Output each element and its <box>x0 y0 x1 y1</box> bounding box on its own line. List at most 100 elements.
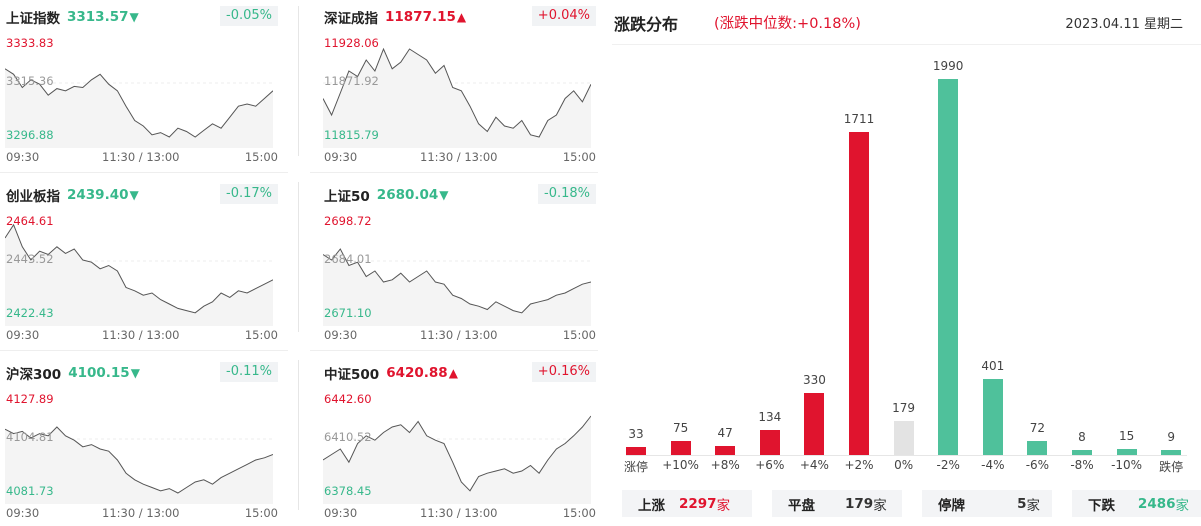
bar-value-label: 401 <box>981 359 1005 374</box>
divider <box>0 172 288 173</box>
time-axis: 09:30 11:30 / 13:00 15:00 <box>324 506 596 520</box>
time-start-label: 09:30 <box>324 506 358 520</box>
bar-category-label: +2% <box>844 458 874 472</box>
axis-high-label: 2464.61 <box>6 214 54 228</box>
change-badge: -0.18% <box>538 184 596 204</box>
intraday-line-chart <box>323 216 591 326</box>
bar-value-label: 33 <box>628 427 644 442</box>
index-value: 4100.15 <box>68 365 130 381</box>
axis-low-label: 11815.79 <box>324 128 379 142</box>
distribution-bar[interactable] <box>1027 441 1048 455</box>
distribution-bar[interactable] <box>982 379 1003 455</box>
axis-mid-label: 2684.01 <box>324 252 372 266</box>
distribution-bar[interactable] <box>938 79 959 455</box>
trade-date: 2023.04.11 星期二 <box>1065 17 1183 32</box>
time-start-label: 09:30 <box>6 328 40 342</box>
stat-label: 下跌 <box>1088 497 1115 514</box>
arrow-down-icon: ▼ <box>129 188 139 202</box>
bar-value-label: 134 <box>758 409 782 424</box>
time-mid-label: 11:30 / 13:00 <box>102 328 180 342</box>
change-badge: -0.17% <box>220 184 278 204</box>
index-panel[interactable]: 创业板指 2439.40 ▼ -0.17% 2464.61 2443.52 2422.43 0… <box>0 178 288 348</box>
price-area <box>323 49 591 148</box>
distribution-bar[interactable] <box>670 440 691 455</box>
stat-value: 5 <box>1017 495 1027 512</box>
stat-label: 平盘 <box>788 497 815 514</box>
index-value: 6420.88 <box>386 365 448 381</box>
time-start-label: 09:30 <box>324 328 358 342</box>
price-area <box>5 224 273 326</box>
bar-value-label: 1990 <box>932 59 964 73</box>
axis-mid-label: 11871.92 <box>324 74 379 88</box>
axis-high-label: 3333.83 <box>6 36 54 50</box>
stat-label: 上涨 <box>638 497 665 514</box>
time-end-label: 15:00 <box>244 150 278 164</box>
time-axis: 09:30 11:30 / 13:00 15:00 <box>324 150 596 164</box>
price-area <box>323 416 591 504</box>
index-header: 深证成指 11877.15 ▲ <box>324 7 466 27</box>
distribution-bar-chart: 33 涨停 75 +10% 47 +8% 134 +6% 330 +4% 1711 +2% 179 0% 1… <box>612 59 1201 474</box>
distribution-bar[interactable] <box>804 392 825 455</box>
intraday-line-chart <box>323 38 591 148</box>
axis-mid-label: 2443.52 <box>6 252 54 266</box>
bar-value-label: 9 <box>1167 429 1175 444</box>
distribution-bar[interactable] <box>626 447 646 455</box>
change-badge: -0.05% <box>220 6 278 26</box>
time-start-label: 09:30 <box>6 506 40 520</box>
price-line <box>323 248 591 314</box>
time-mid-label: 11:30 / 13:00 <box>420 150 498 164</box>
price-line <box>323 415 591 492</box>
time-mid-label: 11:30 / 13:00 <box>420 328 498 342</box>
stat-value: 179 <box>845 495 874 512</box>
distribution-bar[interactable] <box>759 429 780 455</box>
index-name: 上证指数 <box>6 11 60 27</box>
bar-value-label: 72 <box>1029 421 1046 436</box>
summary-stat: 平盘 179 家 <box>772 490 902 517</box>
axis-low-label: 3296.88 <box>6 128 54 142</box>
intraday-line-chart <box>5 216 273 326</box>
time-end-label: 15:00 <box>562 150 596 164</box>
distribution-bar[interactable] <box>1116 449 1137 455</box>
divider <box>310 350 598 351</box>
price-area <box>323 249 591 326</box>
bar-category-label: +4% <box>799 458 829 472</box>
stat-unit: 家 <box>1026 497 1041 514</box>
bar-category-label: +8% <box>710 458 740 472</box>
arrow-down-icon: ▼ <box>129 10 139 24</box>
index-name: 深证成指 <box>324 11 378 27</box>
index-panel[interactable]: 上证50 2680.04 ▼ -0.18% 2698.72 2684.01 2671.10 0… <box>318 178 606 348</box>
distribution-bar[interactable] <box>893 421 914 455</box>
stat-value: 2486 <box>1137 495 1176 512</box>
index-header: 创业板指 2439.40 ▼ <box>6 185 139 205</box>
median-change-label: (涨跌中位数:+0.18%) <box>714 16 861 32</box>
index-panel[interactable]: 上证指数 3313.57 ▼ -0.05% 3333.83 3315.36 3296.88 0… <box>0 0 288 170</box>
price-line <box>5 223 273 314</box>
index-name: 中证500 <box>324 367 380 383</box>
bar-category-label: -2% <box>936 458 960 472</box>
index-panel[interactable]: 沪深300 4100.15 ▼ -0.11% 4127.89 4104.81 4081.73… <box>0 356 288 526</box>
index-value: 11877.15 <box>385 9 456 25</box>
index-panel[interactable]: 深证成指 11877.15 ▲ +0.04% 11928.06 11871.92 11815… <box>318 0 606 170</box>
price-line <box>5 426 273 494</box>
axis-high-label: 2698.72 <box>324 214 372 228</box>
distribution-title: 涨跌分布 <box>614 15 679 34</box>
distribution-bar[interactable] <box>715 446 736 455</box>
distribution-bar[interactable] <box>849 131 869 455</box>
bar-category-label: -8% <box>1070 458 1094 472</box>
index-panel[interactable]: 中证500 6420.88 ▲ +0.16% 6442.60 6410.52 6378.45… <box>318 356 606 526</box>
axis-low-label: 2422.43 <box>6 306 54 320</box>
index-header: 沪深300 4100.15 ▼ <box>6 363 140 383</box>
axis-low-label: 2671.10 <box>324 306 372 320</box>
bar-category-label: -10% <box>1111 458 1143 472</box>
bar-category-label: +6% <box>755 458 785 472</box>
distribution-bar[interactable] <box>1161 449 1182 455</box>
time-end-label: 15:00 <box>562 328 596 342</box>
bar-value-label: 179 <box>892 401 916 416</box>
time-start-label: 09:30 <box>324 150 358 164</box>
time-mid-label: 11:30 / 13:00 <box>420 506 498 520</box>
index-value: 3313.57 <box>67 9 129 25</box>
distribution-bar[interactable] <box>1072 450 1092 455</box>
divider <box>298 182 299 332</box>
index-value: 2680.04 <box>376 187 439 203</box>
axis-high-label: 4127.89 <box>6 392 54 406</box>
